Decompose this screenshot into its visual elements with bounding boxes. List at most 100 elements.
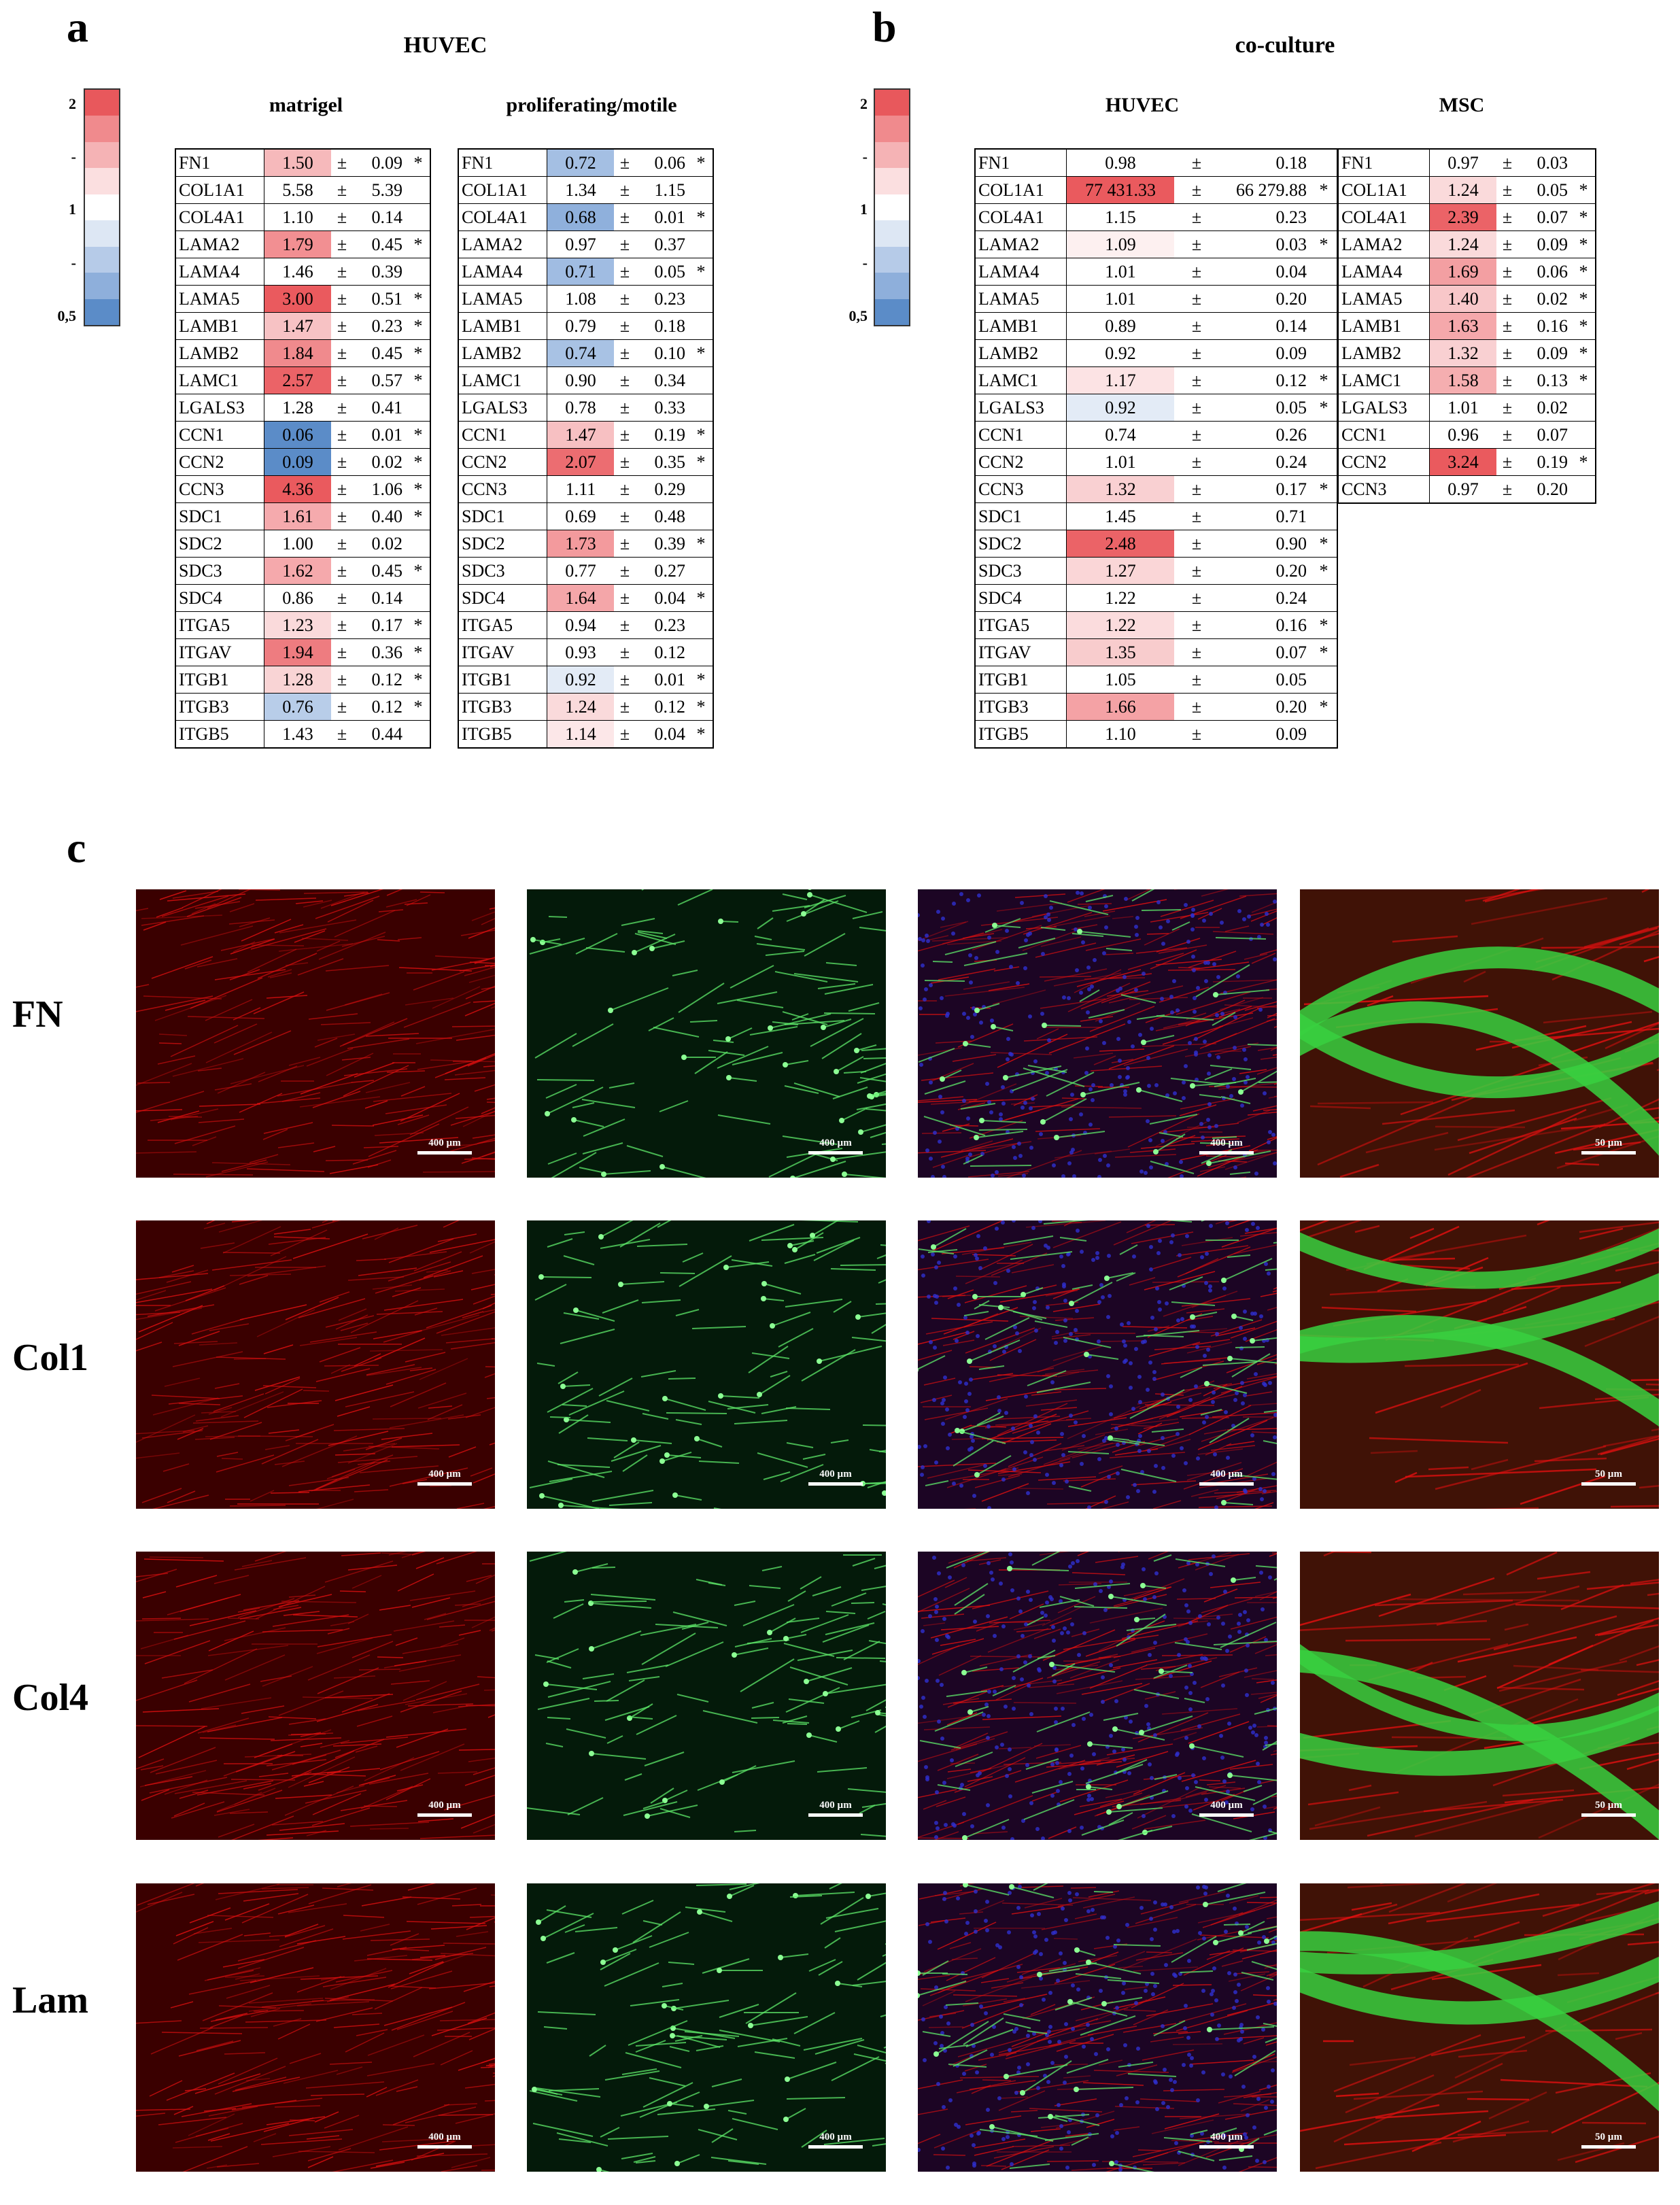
scale-bar: 50 µm <box>1581 1138 1636 1155</box>
panel-a-title: HUVEC <box>403 33 487 58</box>
table-row: LAMA5 1.08 ±0.23 <box>458 285 714 313</box>
table-row: LAMB1 0.79 ±0.18 <box>458 312 714 340</box>
significance-cell: * <box>407 148 431 177</box>
gene-cell: LAMB1 <box>1337 312 1430 340</box>
table-row: SDC1 1.61 ±0.40 * <box>175 502 431 530</box>
table-huvec-proliferating: FN1 0.72 ±0.06 * COL1A1 1.34 ±1.15 COL4A1 0.68 ±0… <box>458 148 714 749</box>
significance-cell <box>689 230 714 258</box>
plusminus-cell: ± <box>614 312 636 340</box>
sd-cell: 0.01 <box>353 421 407 449</box>
plusminus-cell: ± <box>1174 312 1219 340</box>
significance-cell: * <box>1572 366 1596 394</box>
gene-cell: LAMA4 <box>458 258 547 286</box>
sd-cell: 0.02 <box>1518 285 1572 313</box>
gene-cell: LGALS3 <box>458 394 547 422</box>
gene-cell: CCN2 <box>175 448 264 476</box>
sd-cell: 0.09 <box>1219 339 1311 367</box>
plusminus-cell: ± <box>331 148 353 177</box>
significance-cell: * <box>689 148 714 177</box>
table-row: LAMB1 0.89 ±0.14 <box>974 312 1338 340</box>
sd-cell: 0.20 <box>1518 475 1572 504</box>
micrograph-fn-merge: 400 µm <box>918 889 1277 1178</box>
gene-cell: LAMA5 <box>1337 285 1430 313</box>
value-cell: 1.28 <box>264 394 331 422</box>
significance-cell: * <box>1311 230 1338 258</box>
gene-cell: ITGB1 <box>974 666 1067 694</box>
scale-a-bottom: 0,5 <box>57 307 77 324</box>
plusminus-cell: ± <box>1496 285 1518 313</box>
table-row: LAMC1 2.57 ±0.57 * <box>175 366 431 394</box>
gene-cell: CCN3 <box>974 475 1067 503</box>
plusminus-cell: ± <box>1174 421 1219 449</box>
value-cell: 1.47 <box>264 312 331 340</box>
value-cell: 1.46 <box>264 258 331 286</box>
gene-cell: LAMA4 <box>175 258 264 286</box>
gene-cell: ITGB1 <box>175 666 264 694</box>
scale-bar-label: 400 µm <box>1210 2132 1243 2142</box>
scale-bar-label: 400 µm <box>428 1469 461 1480</box>
scale-bar-line <box>808 2145 863 2149</box>
gene-cell: ITGB3 <box>175 693 264 721</box>
scale-bar: 400 µm <box>808 1469 863 1486</box>
sd-cell: 0.04 <box>636 584 689 612</box>
table-row: COL1A1 77 431.33 ±66 279.88 * <box>974 176 1338 204</box>
value-cell: 0.06 <box>264 421 331 449</box>
significance-cell <box>689 557 714 585</box>
gene-cell: COL1A1 <box>974 176 1067 204</box>
value-cell: 0.68 <box>547 203 614 231</box>
color-scale-b <box>874 88 910 326</box>
sd-cell: 0.34 <box>636 366 689 394</box>
plusminus-cell: ± <box>614 230 636 258</box>
value-cell: 1.09 <box>1066 230 1174 258</box>
significance-cell <box>407 584 431 612</box>
scale-bar-line <box>1199 1813 1254 1817</box>
table-row: COL1A1 5.58 ±5.39 <box>175 176 431 204</box>
plusminus-cell: ± <box>1174 394 1219 422</box>
sd-cell: 0.02 <box>353 530 407 558</box>
sd-cell: 0.05 <box>636 258 689 286</box>
table-row: ITGAV 0.93 ±0.12 <box>458 638 714 666</box>
significance-cell: * <box>407 638 431 666</box>
significance-cell <box>407 720 431 749</box>
value-cell: 1.23 <box>264 611 331 639</box>
scale-bar-line <box>417 1482 472 1486</box>
scale-bar: 400 µm <box>417 1469 472 1486</box>
sd-cell: 0.01 <box>636 666 689 694</box>
sd-cell: 0.09 <box>1219 720 1311 749</box>
sd-cell: 0.27 <box>636 557 689 585</box>
significance-cell: * <box>1311 638 1338 666</box>
gene-cell: ITGAV <box>175 638 264 666</box>
value-cell: 2.48 <box>1066 530 1174 558</box>
table-row: SDC1 0.69 ±0.48 <box>458 502 714 530</box>
sd-cell: 0.20 <box>1219 285 1311 313</box>
table-row: SDC3 0.77 ±0.27 <box>458 557 714 585</box>
table-row: LAMA4 1.46 ±0.39 <box>175 258 431 286</box>
value-cell: 0.09 <box>264 448 331 476</box>
table-row: CCN2 3.24 ±0.19 * <box>1337 448 1596 476</box>
row-label-lam: Lam <box>12 1979 88 2021</box>
gene-cell: CCN2 <box>458 448 547 476</box>
table-row: FN1 0.72 ±0.06 * <box>458 148 714 177</box>
sd-cell: 0.26 <box>1219 421 1311 449</box>
plusminus-cell: ± <box>1496 339 1518 367</box>
sd-cell: 0.23 <box>636 611 689 639</box>
table-row: LAMA2 1.09 ±0.03 * <box>974 230 1338 258</box>
gene-cell: CCN3 <box>175 475 264 503</box>
gene-cell: LAMA5 <box>974 285 1067 313</box>
table-row: CCN3 1.32 ±0.17 * <box>974 475 1338 503</box>
scale-bar: 400 µm <box>1199 1469 1254 1486</box>
table-row: CCN3 1.11 ±0.29 <box>458 475 714 503</box>
plusminus-cell: ± <box>1496 421 1518 449</box>
scale-b-mid: 1 <box>860 201 868 218</box>
scale-bar-line <box>1199 1151 1254 1155</box>
significance-cell: * <box>689 666 714 694</box>
gene-cell: COL4A1 <box>1337 203 1430 231</box>
table-row: LAMA4 1.69 ±0.06 * <box>1337 258 1596 286</box>
plusminus-cell: ± <box>614 448 636 476</box>
value-cell: 1.24 <box>1429 230 1496 258</box>
scale-bar-line <box>1581 1482 1636 1486</box>
sd-cell: 66 279.88 <box>1219 176 1311 204</box>
significance-cell: * <box>689 339 714 367</box>
value-cell: 1.01 <box>1066 258 1174 286</box>
plusminus-cell: ± <box>1174 638 1219 666</box>
